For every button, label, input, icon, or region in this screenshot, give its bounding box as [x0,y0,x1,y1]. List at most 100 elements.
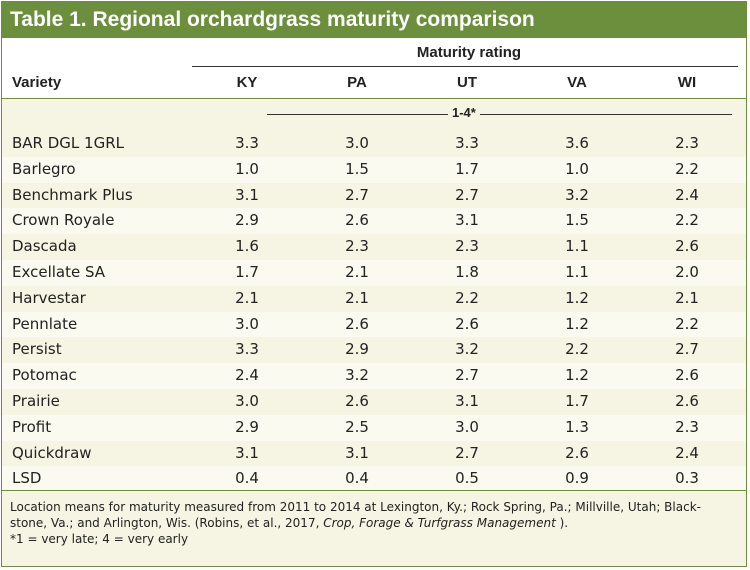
cell-va: 1.5 [565,211,589,230]
cell-ky: 1.6 [235,237,259,256]
cell-pa: 3.0 [345,134,369,152]
cell-ky: 3.3 [235,340,259,359]
cell-wi: 2.6 [675,366,699,385]
footnote-journal: Crop, Forage & Turfgrass Management [323,516,556,530]
table-row-lsd: LSD 0.4 0.4 0.5 0.9 0.3 [2,466,746,493]
row-variety: Quickdraw [12,443,92,462]
cell-ky: 3.0 [235,391,259,410]
column-header-ky: KY [236,74,258,91]
scale-label: 1-4* [448,105,480,120]
cell-ut: 3.3 [455,134,479,152]
footnote-line-1: Location means for maturity measured fro… [10,500,701,514]
row-variety: LSD [12,469,42,488]
cell-ut: 2.7 [455,366,479,385]
cell-ky: 2.1 [235,288,259,307]
column-header-variety: Variety [12,74,62,91]
row-variety: Dascada [12,237,77,256]
table-row: Excellate SA 1.7 2.1 1.8 1.1 2.0 [2,259,746,286]
row-variety: Benchmark Plus [12,185,133,204]
row-variety: Harvestar [12,288,86,307]
cell-pa: 2.5 [345,417,369,436]
cell-wi: 2.2 [675,159,699,178]
row-variety: Potomac [12,366,77,385]
scale-row: 1-4* [2,99,746,131]
row-variety: Barlegro [12,159,76,178]
cell-ky: 1.7 [235,262,259,281]
table-row: Prairie 3.0 2.6 3.1 1.7 2.6 [2,389,746,415]
footnote-line-2: stone, Va.; and Arlington, Wis. (Robins,… [10,515,738,531]
cell-pa: 3.1 [345,443,369,462]
cell-ut: 2.2 [455,288,479,307]
footnote-citation: stone, Va.; and Arlington, Wis. (Robins,… [10,516,324,530]
cell-pa: 2.9 [345,340,369,359]
cell-ut: 1.7 [455,159,479,178]
cell-ky: 1.0 [235,159,259,178]
cell-va: 1.1 [565,262,589,281]
group-header-rule [192,66,738,67]
cell-ut: 3.2 [455,340,479,359]
table-row: Potomac 2.4 3.2 2.7 1.2 2.6 [2,363,746,389]
cell-ky: 0.4 [235,469,259,488]
cell-pa: 2.7 [345,185,369,204]
cell-va: 3.2 [565,185,589,204]
cell-pa: 2.1 [345,262,369,281]
cell-ut: 3.0 [455,417,479,436]
cell-va: 0.9 [565,469,589,488]
column-header-va: VA [567,74,587,91]
cell-ky: 2.9 [235,417,259,436]
table-row: Profit 2.9 2.5 3.0 1.3 2.3 [2,414,746,441]
table-row: Barlegro 1.0 1.5 1.7 1.0 2.2 [2,156,746,183]
footnote-scale-note: *1 = very late; 4 = very early [10,532,189,546]
cell-ut: 0.5 [455,469,479,488]
cell-ut: 1.8 [455,262,479,281]
row-variety: Excellate SA [12,262,106,281]
cell-ut: 3.1 [455,211,479,230]
row-variety: Prairie [12,391,60,410]
scale-rule [267,114,732,115]
cell-ut: 3.1 [455,391,479,410]
table-header: Maturity rating Variety KY PA UT VA WI [2,38,746,99]
cell-va: 2.2 [565,340,589,359]
cell-pa: 2.3 [345,237,369,256]
cell-ky: 2.4 [235,366,259,385]
cell-va: 3.6 [565,134,589,152]
cell-wi: 0.3 [675,469,699,488]
table-row: BAR DGL 1GRL 3.3 3.0 3.3 3.6 2.3 [2,131,746,157]
table-row: Quickdraw 3.1 3.1 2.7 2.6 2.4 [2,441,746,467]
table-row: Benchmark Plus 3.1 2.7 2.7 3.2 2.4 [2,183,746,209]
cell-va: 1.3 [565,417,589,436]
cell-ut: 2.7 [455,185,479,204]
cell-wi: 2.0 [675,262,699,281]
cell-wi: 2.3 [675,417,699,436]
cell-ky: 3.3 [235,134,259,152]
row-variety: Crown Royale [12,211,115,230]
group-header-maturity-rating: Maturity rating [416,44,522,61]
row-variety: Persist [12,340,62,359]
column-header-ut: UT [457,74,477,91]
footnote-citation-end: ). [555,516,569,530]
cell-pa: 2.6 [345,314,369,333]
row-variety: BAR DGL 1GRL [12,134,124,152]
cell-ut: 2.6 [455,314,479,333]
cell-ky: 3.0 [235,314,259,333]
cell-wi: 2.2 [675,314,699,333]
table-title: Table 1. Regional orchardgrass maturity … [2,2,746,38]
cell-wi: 2.4 [675,443,699,462]
table-row: Dascada 1.6 2.3 2.3 1.1 2.6 [2,234,746,260]
cell-va: 1.2 [565,366,589,385]
table-row: Pennlate 3.0 2.6 2.6 1.2 2.2 [2,311,746,338]
cell-wi: 2.6 [675,237,699,256]
cell-ut: 2.3 [455,237,479,256]
cell-wi: 2.4 [675,185,699,204]
table-footnote: Location means for maturity measured fro… [2,490,746,547]
table-row: Persist 3.3 2.9 3.2 2.2 2.7 [2,337,746,363]
cell-pa: 3.2 [345,366,369,385]
cell-va: 1.0 [565,159,589,178]
cell-va: 1.1 [565,237,589,256]
cell-va: 1.7 [565,391,589,410]
cell-pa: 2.1 [345,288,369,307]
cell-wi: 2.1 [675,288,699,307]
cell-wi: 2.6 [675,391,699,410]
cell-ky: 2.9 [235,211,259,230]
